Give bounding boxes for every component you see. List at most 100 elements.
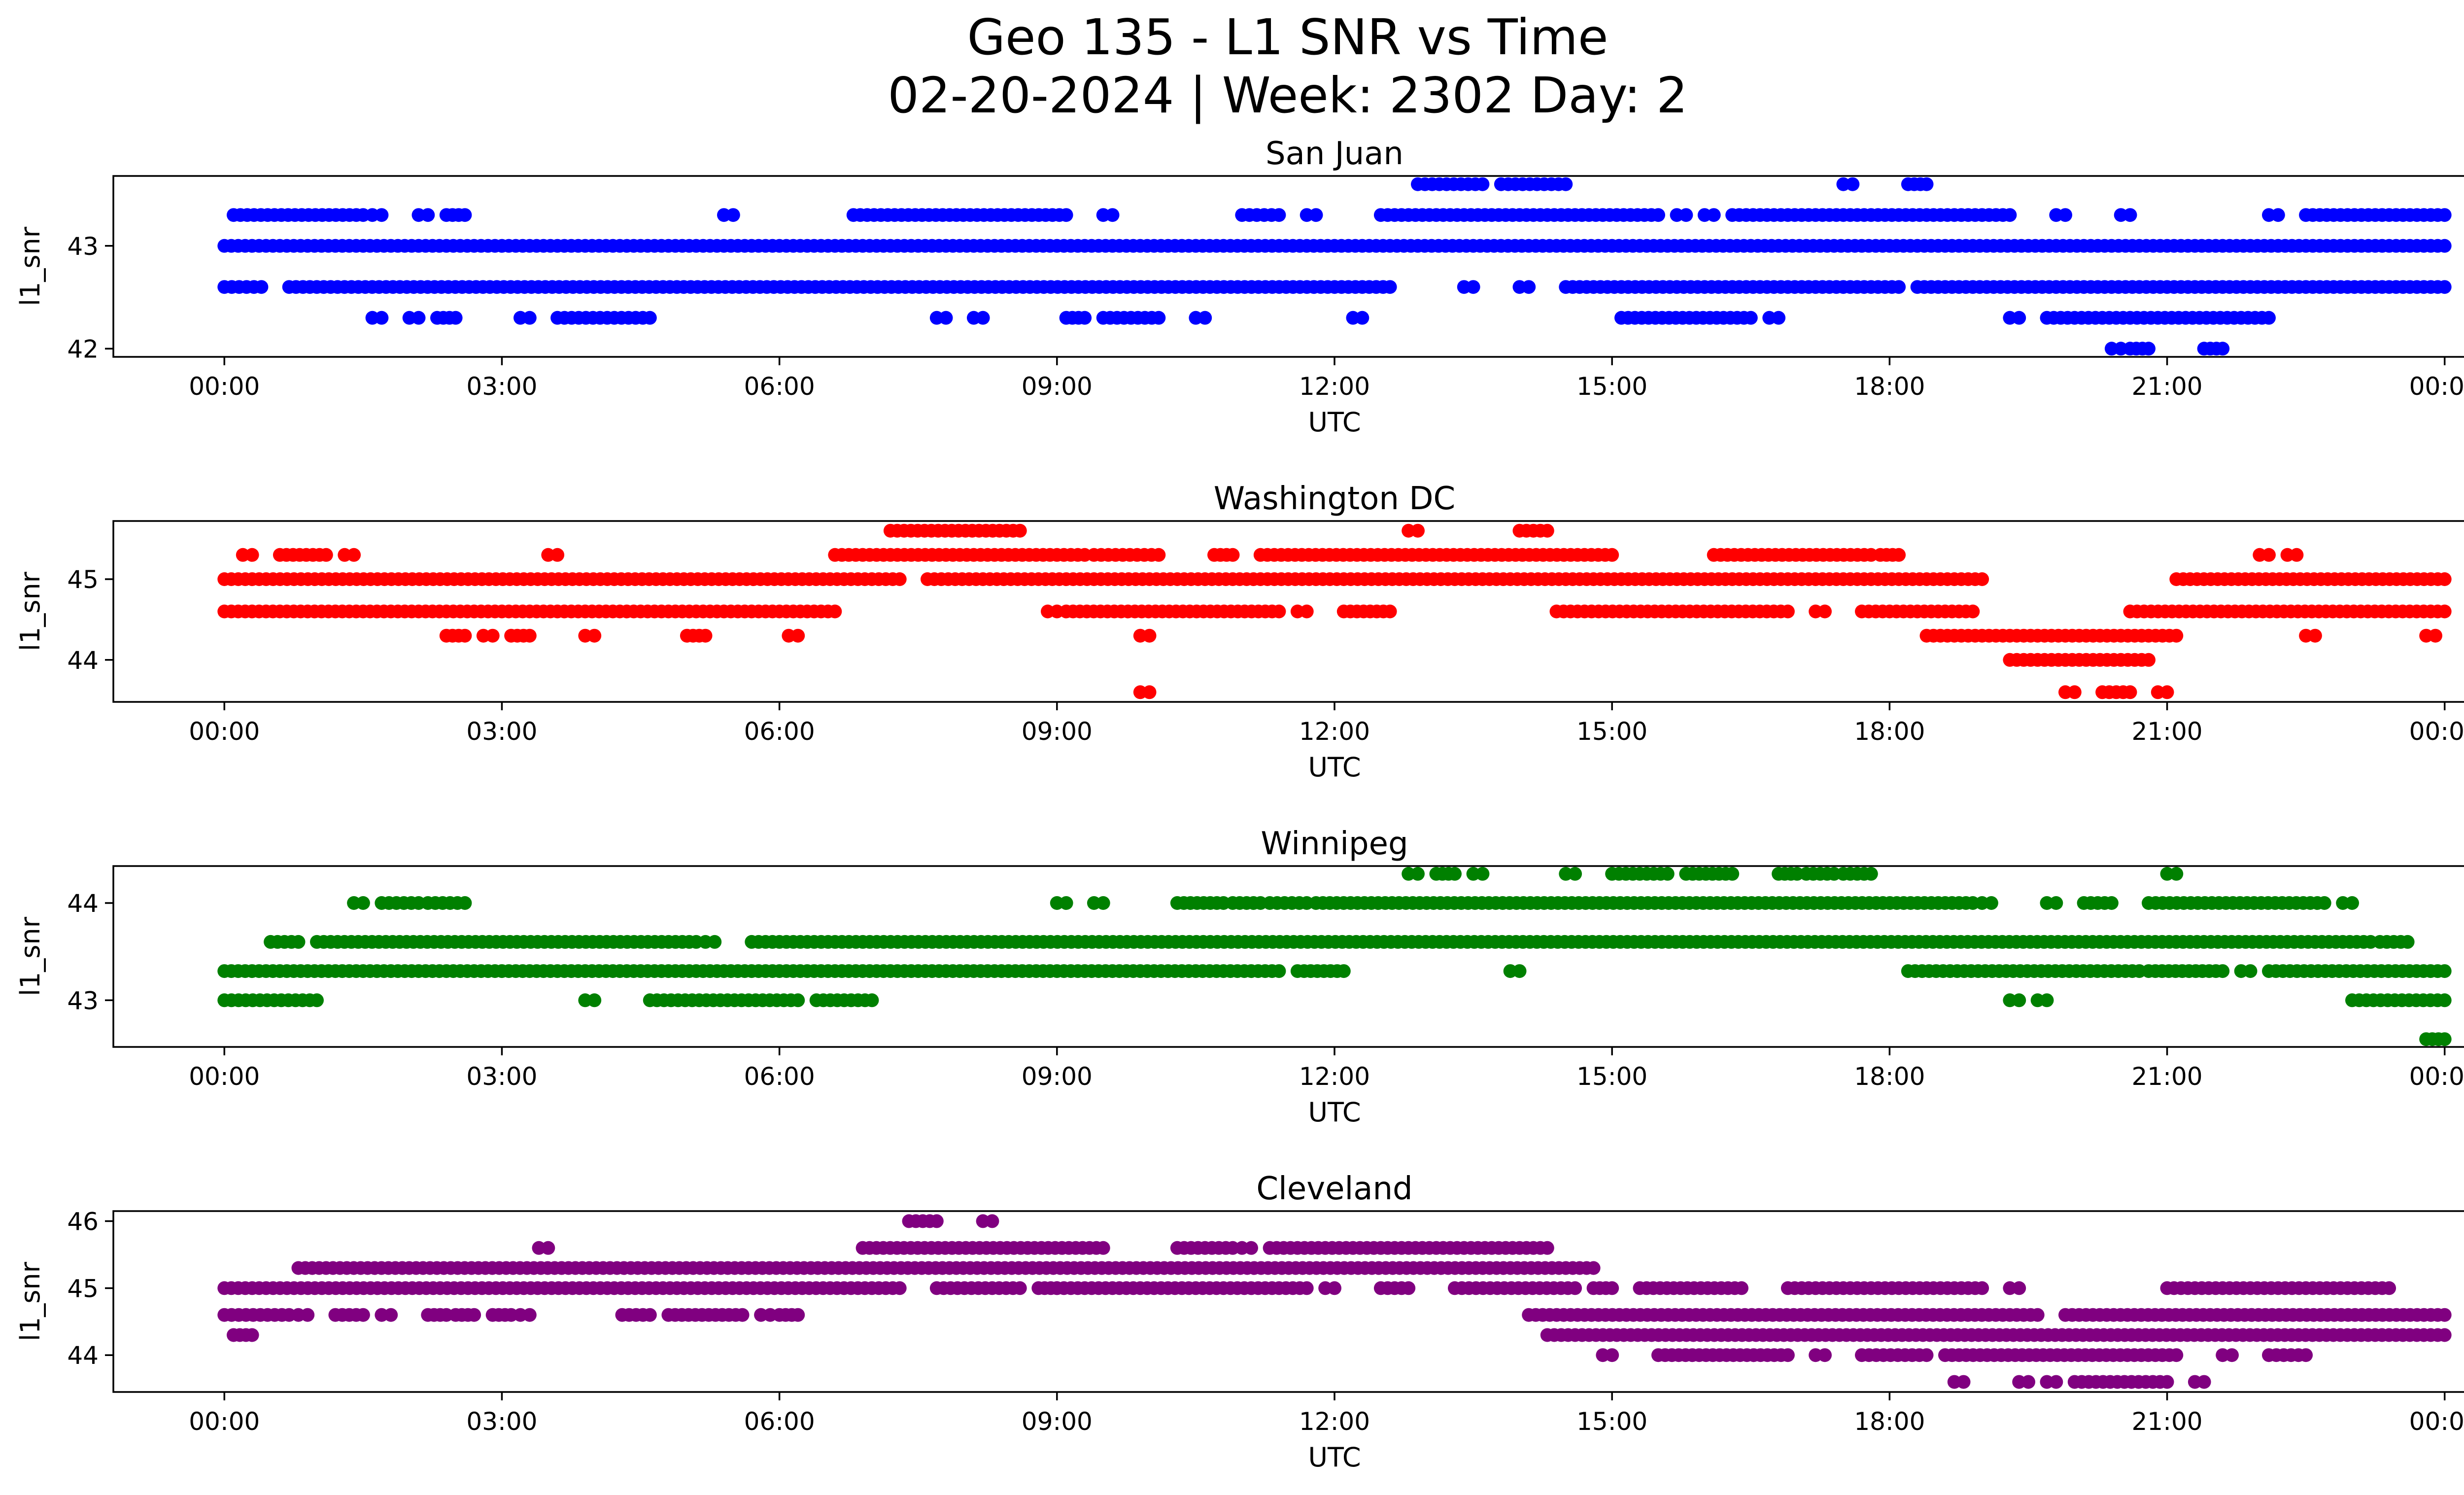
data-point: [976, 311, 990, 325]
data-point: [828, 604, 842, 619]
x-tick-label: 18:00: [1854, 372, 1925, 401]
data-point: [1919, 177, 1934, 191]
data-point: [1411, 867, 1425, 881]
y-tick-label: 44: [67, 1341, 99, 1370]
data-point: [1402, 1281, 1416, 1295]
data-point: [791, 628, 805, 643]
x-tick-label: 06:00: [744, 717, 815, 746]
data-point: [1651, 208, 1665, 222]
x-tick-label: 00:00: [189, 372, 260, 401]
data-point: [2067, 685, 2082, 699]
data-point: [458, 628, 472, 643]
data-point: [448, 311, 463, 325]
data-point: [1956, 1375, 1971, 1389]
x-tick-label: 06:00: [744, 372, 815, 401]
data-point: [2058, 208, 2072, 222]
subplot-washington-dc: Washington DC 00:00 03:00 06:00 09:00 12:00 15…: [15, 481, 2464, 783]
data-point: [2160, 1375, 2174, 1389]
data-point: [1780, 1348, 1795, 1362]
data-point: [698, 628, 713, 643]
x-tick-label: 21:00: [2131, 717, 2202, 746]
x-tick-label: 09:00: [1022, 372, 1093, 401]
data-point: [1605, 1281, 1619, 1295]
data-point: [643, 311, 657, 325]
data-point: [892, 1281, 907, 1295]
data-point: [2437, 208, 2452, 222]
data-point: [522, 628, 537, 643]
data-point: [319, 548, 333, 562]
data-point: [1013, 523, 1027, 538]
data-point: [1411, 523, 1425, 538]
x-tick-label: 12:00: [1299, 372, 1370, 401]
subplot-cleveland: Cleveland 00:00 03:00 06:00 09:00 12:00 15:00 1…: [15, 1171, 2464, 1473]
data-point: [726, 208, 740, 222]
data-point: [1383, 280, 1397, 294]
data-point: [2030, 1308, 2045, 1322]
data-point: [1096, 896, 1110, 910]
data-point: [2216, 964, 2230, 978]
data-point: [347, 548, 361, 562]
data-point: [985, 1214, 999, 1228]
data-point: [587, 993, 602, 1008]
data-point: [1383, 604, 1397, 619]
data-point: [1568, 867, 1582, 881]
data-point: [1198, 311, 1212, 325]
y-axis-label: l1_snr: [15, 226, 46, 306]
data-point: [2169, 628, 2184, 643]
data-point: [1475, 867, 1490, 881]
x-tick-label: 15:00: [1576, 717, 1647, 746]
data-point: [1328, 1281, 1341, 1295]
data-point: [421, 208, 435, 222]
data-point: [2437, 1308, 2452, 1322]
data-point: [356, 1308, 370, 1322]
data-point: [1142, 628, 1157, 643]
data-point: [1300, 604, 1314, 619]
data-point: [2290, 548, 2304, 562]
data-point: [550, 548, 565, 562]
data-point: [735, 1308, 750, 1322]
x-tick-label: 00:00: [2409, 1062, 2464, 1091]
x-tick-label: 21:00: [2131, 372, 2202, 401]
data-point: [1707, 208, 1721, 222]
y-tick-label: 44: [67, 646, 99, 675]
data-point: [522, 311, 537, 325]
data-point: [1142, 685, 1157, 699]
x-tick-label: 15:00: [1576, 1407, 1647, 1436]
data-point: [1300, 1281, 1314, 1295]
x-tick-label: 21:00: [2131, 1407, 2202, 1436]
data-point: [1735, 1281, 1748, 1295]
data-point: [2400, 935, 2415, 949]
data-point: [1559, 177, 1573, 191]
data-point: [1772, 311, 1786, 325]
data-point: [2437, 1032, 2452, 1046]
x-tick-label: 12:00: [1299, 1062, 1370, 1091]
data-point: [587, 628, 602, 643]
x-tick-label: 15:00: [1576, 1062, 1647, 1091]
data-point: [1605, 1348, 1619, 1362]
data-point: [2049, 896, 2063, 910]
data-point: [2003, 208, 2017, 222]
data-point: [291, 935, 306, 949]
data-points: [217, 1214, 2452, 1389]
data-point: [2437, 993, 2452, 1008]
data-point: [1586, 1261, 1601, 1275]
y-tick-label: 42: [67, 335, 99, 363]
data-point: [939, 311, 953, 325]
data-point: [245, 1328, 259, 1342]
y-tick-label: 45: [67, 565, 99, 594]
x-tick-label: 03:00: [466, 1062, 537, 1091]
x-axis-label: UTC: [1308, 407, 1361, 438]
data-point: [1244, 1241, 1258, 1255]
data-point: [1744, 311, 1758, 325]
data-point: [708, 935, 722, 949]
data-point: [2104, 896, 2119, 910]
data-point: [1096, 1241, 1110, 1255]
data-point: [458, 896, 472, 910]
data-point: [1512, 964, 1527, 978]
data-point: [1448, 867, 1462, 881]
data-point: [2437, 280, 2452, 294]
data-point: [2243, 964, 2258, 978]
data-point: [1272, 964, 1286, 978]
data-point: [2012, 993, 2026, 1008]
x-tick-label: 18:00: [1854, 1062, 1925, 1091]
